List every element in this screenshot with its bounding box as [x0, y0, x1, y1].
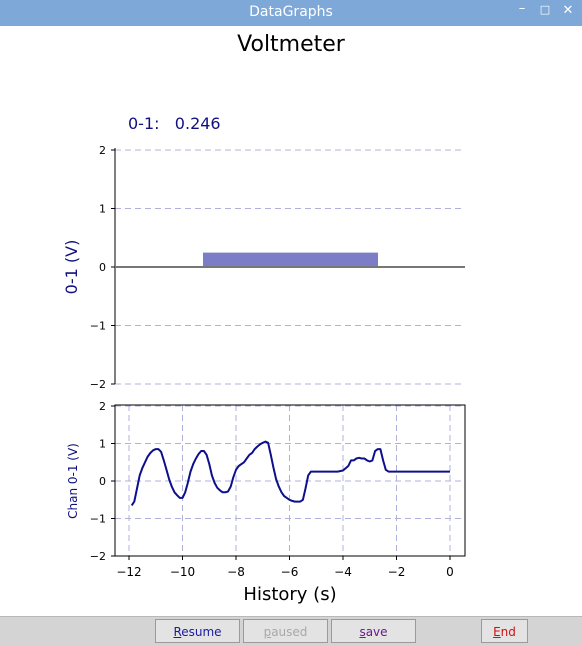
plot-area [0, 26, 582, 616]
save-hotkey: s [359, 625, 366, 639]
bar-chart-tick-label: 0 [99, 261, 106, 274]
history-y-tick-label: 0 [99, 475, 106, 488]
bar-chart-tick-label: −1 [90, 320, 106, 333]
minimize-icon[interactable]: – [518, 1, 526, 16]
history-trace [130, 440, 450, 506]
title-bar: DataGraphs – □ ✕ [0, 0, 582, 26]
history-x-tick-label: −12 [116, 565, 141, 579]
end-hotkey: E [493, 625, 501, 639]
paused-hotkey: p [263, 625, 272, 639]
history-y-tick-label: −2 [90, 550, 106, 563]
maximize-icon[interactable]: □ [539, 3, 551, 16]
resume-hotkey: R [173, 625, 182, 639]
history-y-tick-label: −1 [90, 513, 106, 526]
page-title: Voltmeter [237, 32, 345, 57]
close-icon[interactable]: ✕ [562, 3, 574, 18]
bar-chart-tick-label: −2 [90, 378, 106, 391]
bar-0-1 [203, 252, 378, 267]
history-x-tick-label: 0 [446, 565, 454, 579]
history-chart: 2 1 0 −1 −2 −12 −10 −8 −6 −4 −2 0 Chan 0-1 (V) His… [66, 400, 466, 605]
window-title: DataGraphs [249, 4, 333, 20]
resume-label: esume [181, 625, 222, 639]
history-chart-grid [115, 405, 465, 557]
paused-label: aused [271, 625, 308, 639]
save-label: ave [365, 625, 388, 639]
bar-chart-tick-label: 1 [99, 203, 106, 216]
end-label: nd [500, 625, 516, 639]
history-x-tick-label: −8 [227, 565, 245, 579]
bar-chart: 2 1 0 −1 −2 0-1 (V) [62, 144, 465, 391]
bar-chart-y-ticks: 2 1 0 −1 −2 [90, 144, 115, 391]
resume-button[interactable]: Resume [155, 619, 240, 643]
history-chart-y-ticks: 2 1 0 −1 −2 [90, 400, 115, 563]
history-chart-x-label: History (s) [243, 584, 336, 605]
charts-svg: 2 1 0 −1 −2 0-1 (V) 2 1 0 −1 −2 −12 −10 −8 −6 −4 −2 0 … [62, 144, 466, 605]
history-x-tick-label: −10 [170, 565, 195, 579]
readout-label: 0-1: [128, 114, 160, 133]
history-chart-x-ticks: −12 −10 −8 −6 −4 −2 0 [116, 556, 454, 579]
history-y-tick-label: 2 [99, 400, 106, 413]
bar-chart-y-label: 0-1 (V) [62, 240, 81, 295]
bar-chart-tick-label: 2 [99, 144, 106, 157]
history-x-tick-label: −6 [281, 565, 299, 579]
history-chart-y-label: Chan 0-1 (V) [66, 443, 80, 519]
end-button[interactable]: End [481, 619, 528, 643]
history-x-tick-label: −4 [334, 565, 352, 579]
history-x-tick-label: −2 [388, 565, 406, 579]
history-y-tick-label: 1 [99, 438, 106, 451]
paused-button[interactable]: paused [243, 619, 328, 643]
readout-value: 0.246 [174, 114, 221, 133]
button-bar: Resume paused save End [0, 616, 582, 646]
value-readout: 0-1: 0.246 [128, 114, 221, 133]
save-button[interactable]: save [331, 619, 416, 643]
